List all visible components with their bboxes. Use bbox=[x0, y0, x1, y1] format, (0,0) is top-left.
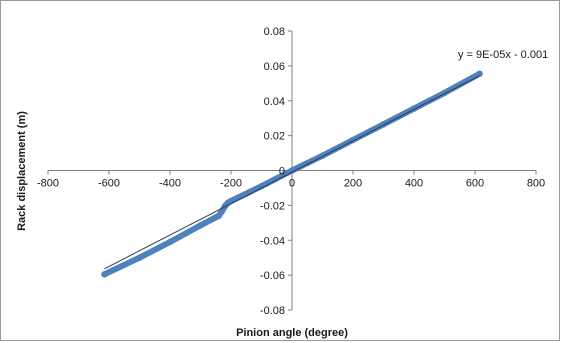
y-tick-label: -0.04 bbox=[260, 235, 285, 247]
data-point bbox=[101, 271, 108, 278]
y-tick-label: 0 bbox=[279, 166, 285, 178]
x-tick-label: 200 bbox=[344, 178, 362, 190]
x-tick-label: -800 bbox=[37, 178, 59, 190]
series-layer bbox=[101, 70, 483, 278]
trendline bbox=[104, 75, 480, 270]
data-point bbox=[218, 208, 225, 215]
x-tick-label: -600 bbox=[98, 178, 120, 190]
y-tick-label: 0.02 bbox=[264, 131, 285, 143]
x-tick-label: 800 bbox=[527, 178, 545, 190]
y-tick-label: 0.08 bbox=[264, 26, 285, 38]
x-tick-label: 600 bbox=[466, 178, 484, 190]
x-tick-label: -400 bbox=[159, 178, 181, 190]
data-point bbox=[136, 254, 143, 261]
y-tick-label: -0.02 bbox=[260, 200, 285, 212]
tick-labels: -800 -600 -400 -200 0 200 400 600 800 -0.08 -0.06 -… bbox=[37, 26, 545, 317]
trendline-equation-label: y = 9E-05x - 0.001 bbox=[458, 49, 548, 61]
data-point bbox=[166, 238, 174, 246]
data-point bbox=[197, 222, 204, 229]
data-point bbox=[288, 167, 296, 174]
y-tick-label: 0.04 bbox=[264, 96, 285, 108]
y-tick-label: -0.08 bbox=[260, 305, 285, 317]
x-tick-label: 400 bbox=[405, 178, 423, 190]
x-tick-label: -200 bbox=[220, 178, 242, 190]
x-tick-label: 0 bbox=[289, 178, 295, 190]
y-tick-label: 0.06 bbox=[264, 61, 285, 73]
y-tick-label: -0.06 bbox=[260, 270, 285, 282]
data-point bbox=[258, 183, 265, 190]
x-axis-title: Pinion angle (degree) bbox=[236, 327, 348, 339]
y-axis-title: Rack displacement (m) bbox=[16, 111, 28, 231]
data-point bbox=[476, 70, 483, 77]
